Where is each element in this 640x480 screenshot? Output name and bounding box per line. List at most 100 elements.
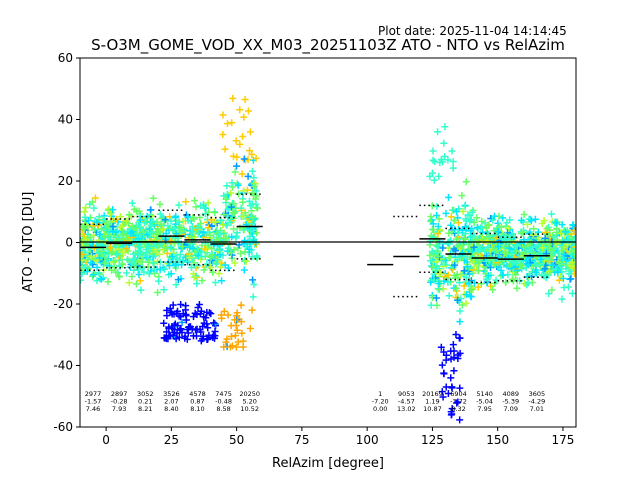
bin-stat-label: -0.28: [111, 398, 128, 406]
scatter-point: [247, 227, 255, 235]
scatter-point: [567, 250, 575, 258]
scatter-point: [138, 258, 146, 266]
scatter-point: [112, 268, 120, 276]
scatter-point: [217, 263, 225, 271]
scatter-point: [438, 388, 446, 396]
scatter-point: [154, 228, 162, 236]
scatter-point: [232, 343, 240, 351]
scatter-point: [470, 243, 478, 251]
scatter-point: [232, 234, 240, 242]
scatter-point: [440, 369, 448, 377]
y-tick-label: 0: [65, 236, 73, 250]
scatter-point: [145, 269, 153, 277]
scatter-point: [192, 326, 200, 334]
scatter-point: [220, 229, 228, 237]
scatter-point: [90, 204, 98, 212]
scatter-point: [490, 212, 498, 220]
scatter-point: [231, 316, 239, 324]
scatter-point: [227, 189, 235, 197]
scatter-point: [199, 322, 207, 330]
scatter-point: [222, 234, 230, 242]
scatter-point: [169, 225, 177, 233]
scatter-point: [211, 279, 219, 287]
scatter-point: [468, 248, 476, 256]
scatter-point: [450, 216, 458, 224]
scatter-point: [447, 374, 455, 382]
scatter-point: [226, 343, 234, 351]
scatter-point: [175, 333, 183, 341]
scatter-point: [504, 243, 512, 251]
scatter-point: [489, 286, 497, 294]
scatter-point: [512, 271, 520, 279]
scatter-point: [171, 214, 179, 222]
scatter-point: [224, 311, 232, 319]
scatter-point: [454, 296, 462, 304]
scatter-point: [250, 191, 258, 199]
scatter-point: [468, 208, 476, 216]
scatter-point: [80, 276, 85, 284]
y-tick-label: 20: [58, 174, 73, 188]
scatter-point: [148, 218, 156, 226]
scatter-point: [426, 172, 434, 180]
scatter-point: [223, 335, 231, 343]
scatter-point: [154, 289, 162, 297]
bin-stat-label: 1: [378, 390, 382, 398]
scatter-point: [182, 302, 190, 310]
scatter-point: [228, 179, 236, 187]
scatter-point: [219, 111, 227, 119]
scatter-point: [567, 241, 575, 249]
scatter-point: [529, 231, 537, 239]
scatter-point: [192, 203, 200, 211]
scatter-point: [526, 239, 534, 247]
scatter-point: [97, 247, 105, 255]
scatter-point: [451, 261, 459, 269]
scatter-point: [462, 291, 470, 299]
scatter-point: [182, 312, 190, 320]
scatter-point: [128, 273, 136, 281]
scatter-point: [458, 241, 466, 249]
bin-stat-label: 7.95: [477, 405, 491, 413]
scatter-point: [478, 217, 486, 225]
scatter-point: [175, 218, 183, 226]
scatter-point: [445, 229, 453, 237]
x-tick-label: 175: [551, 433, 574, 447]
scatter-point: [246, 325, 254, 333]
scatter-point: [129, 222, 137, 230]
scatter-point: [523, 220, 531, 228]
scatter-point: [128, 199, 136, 207]
scatter-point: [462, 299, 470, 307]
scatter-point: [434, 229, 442, 237]
scatter-point: [105, 245, 113, 253]
scatter-point: [508, 232, 516, 240]
scatter-point: [200, 228, 208, 236]
scatter-point: [458, 249, 466, 257]
scatter-point: [571, 236, 576, 244]
scatter-point: [188, 227, 196, 235]
scatter-point: [434, 242, 442, 250]
scatter-point: [213, 255, 221, 263]
scatter-point: [190, 273, 198, 281]
bin-stat-label: 2977: [85, 390, 102, 398]
bin-stat-label: -4.57: [398, 398, 415, 406]
scatter-point: [236, 106, 244, 114]
scatter-point: [233, 326, 241, 334]
bin-stat-label: -4.29: [528, 398, 545, 406]
scatter-point: [189, 332, 197, 340]
y-axis-label: ATO - NTO [DU]: [21, 192, 36, 293]
scatter-point: [453, 235, 461, 243]
scatter-point: [203, 308, 211, 316]
bin-stat-label: -7.20: [372, 398, 389, 406]
scatter-point: [80, 270, 86, 278]
scatter-point: [530, 225, 538, 233]
scatter-point: [497, 223, 505, 231]
scatter-point: [454, 354, 462, 362]
scatter-point: [494, 228, 502, 236]
scatter-point: [234, 338, 242, 346]
scatter-point: [191, 197, 199, 205]
scatter-point: [119, 248, 127, 256]
bin-stat-label: 7475: [215, 390, 232, 398]
scatter-point: [466, 227, 474, 235]
scatter-point: [189, 244, 197, 252]
scatter-point: [222, 195, 230, 203]
scatter-point: [454, 228, 462, 236]
